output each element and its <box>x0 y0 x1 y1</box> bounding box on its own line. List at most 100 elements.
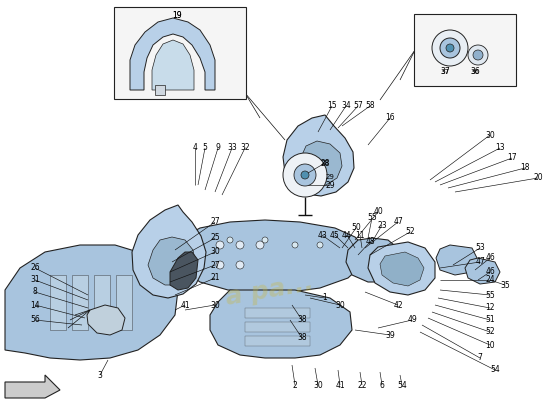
Circle shape <box>262 237 268 243</box>
Text: 36: 36 <box>470 69 480 75</box>
Text: 42: 42 <box>393 300 403 310</box>
Text: 11: 11 <box>355 230 365 240</box>
Polygon shape <box>5 375 60 398</box>
Text: 37: 37 <box>441 69 449 75</box>
Text: 55: 55 <box>485 290 495 300</box>
Polygon shape <box>436 245 478 275</box>
Text: 33: 33 <box>227 144 237 152</box>
Text: 21: 21 <box>210 274 220 282</box>
Text: 36: 36 <box>470 68 480 76</box>
Text: 38: 38 <box>297 316 307 324</box>
Polygon shape <box>368 242 435 295</box>
Polygon shape <box>116 275 132 330</box>
Polygon shape <box>298 141 342 186</box>
Text: 30: 30 <box>313 380 323 390</box>
Circle shape <box>256 241 264 249</box>
Text: 30: 30 <box>485 130 495 140</box>
Circle shape <box>236 241 244 249</box>
Text: 46: 46 <box>485 268 495 276</box>
Text: 18: 18 <box>520 164 530 172</box>
Text: 28: 28 <box>321 160 329 166</box>
Text: 31: 31 <box>30 276 40 284</box>
Text: 58: 58 <box>365 102 375 110</box>
Text: 29: 29 <box>326 174 334 180</box>
Text: 16: 16 <box>385 114 395 122</box>
Circle shape <box>227 237 233 243</box>
Text: 46: 46 <box>485 254 495 262</box>
Text: 9: 9 <box>216 144 221 152</box>
Circle shape <box>294 164 316 186</box>
Text: 44: 44 <box>342 230 352 240</box>
Text: 48: 48 <box>365 238 375 246</box>
Polygon shape <box>155 85 165 95</box>
Polygon shape <box>87 305 125 335</box>
Text: 20: 20 <box>533 174 543 182</box>
Circle shape <box>301 171 309 179</box>
Polygon shape <box>245 322 310 332</box>
Polygon shape <box>245 308 310 318</box>
Text: 47: 47 <box>393 218 403 226</box>
Circle shape <box>317 242 323 248</box>
Text: 30: 30 <box>210 248 220 256</box>
Polygon shape <box>175 220 365 292</box>
Text: 5: 5 <box>202 144 207 152</box>
Text: 30: 30 <box>335 300 345 310</box>
Text: 55: 55 <box>367 214 377 222</box>
Polygon shape <box>152 40 194 90</box>
Text: 53: 53 <box>475 244 485 252</box>
Text: 50: 50 <box>351 224 361 232</box>
Text: 47: 47 <box>475 258 485 266</box>
Polygon shape <box>170 252 198 290</box>
Text: 26: 26 <box>30 264 40 272</box>
Polygon shape <box>380 252 424 286</box>
Polygon shape <box>5 245 178 360</box>
Text: 17: 17 <box>507 154 517 162</box>
Text: 23: 23 <box>377 220 387 230</box>
Text: 34: 34 <box>341 102 351 110</box>
Text: 12: 12 <box>485 304 495 312</box>
Polygon shape <box>465 258 500 284</box>
Text: 40: 40 <box>373 208 383 216</box>
Text: 51: 51 <box>485 316 495 324</box>
Text: 2: 2 <box>293 380 298 390</box>
Text: 27: 27 <box>210 218 220 226</box>
Circle shape <box>216 261 224 269</box>
Text: 19: 19 <box>172 12 182 20</box>
Polygon shape <box>283 115 354 196</box>
Text: 7: 7 <box>477 354 482 362</box>
Text: 54: 54 <box>490 366 500 374</box>
Text: 25: 25 <box>210 234 220 242</box>
Text: 32: 32 <box>240 144 250 152</box>
Text: 22: 22 <box>358 380 367 390</box>
Circle shape <box>292 242 298 248</box>
Circle shape <box>468 45 488 65</box>
Text: 15: 15 <box>327 102 337 110</box>
Polygon shape <box>72 275 88 330</box>
Circle shape <box>216 241 224 249</box>
Text: 41: 41 <box>335 380 345 390</box>
Circle shape <box>236 261 244 269</box>
Polygon shape <box>210 290 352 358</box>
Text: 3: 3 <box>97 370 102 380</box>
Text: a pa...: a pa... <box>224 270 316 310</box>
Text: 10: 10 <box>485 340 495 350</box>
Polygon shape <box>132 205 206 298</box>
Text: 27: 27 <box>210 260 220 270</box>
Circle shape <box>283 153 327 197</box>
Polygon shape <box>346 238 405 282</box>
Text: 1: 1 <box>323 294 327 302</box>
Text: 4: 4 <box>192 144 197 152</box>
Text: 41: 41 <box>180 300 190 310</box>
FancyBboxPatch shape <box>114 7 246 99</box>
Text: 43: 43 <box>317 230 327 240</box>
Text: 45: 45 <box>330 230 340 240</box>
Text: 38: 38 <box>297 334 307 342</box>
Text: 52: 52 <box>485 328 495 336</box>
Text: 37: 37 <box>440 68 450 76</box>
Polygon shape <box>245 336 310 346</box>
Text: 52: 52 <box>405 228 415 236</box>
Polygon shape <box>130 18 215 90</box>
Text: 39: 39 <box>385 330 395 340</box>
Circle shape <box>473 50 483 60</box>
Text: 28: 28 <box>320 158 330 168</box>
